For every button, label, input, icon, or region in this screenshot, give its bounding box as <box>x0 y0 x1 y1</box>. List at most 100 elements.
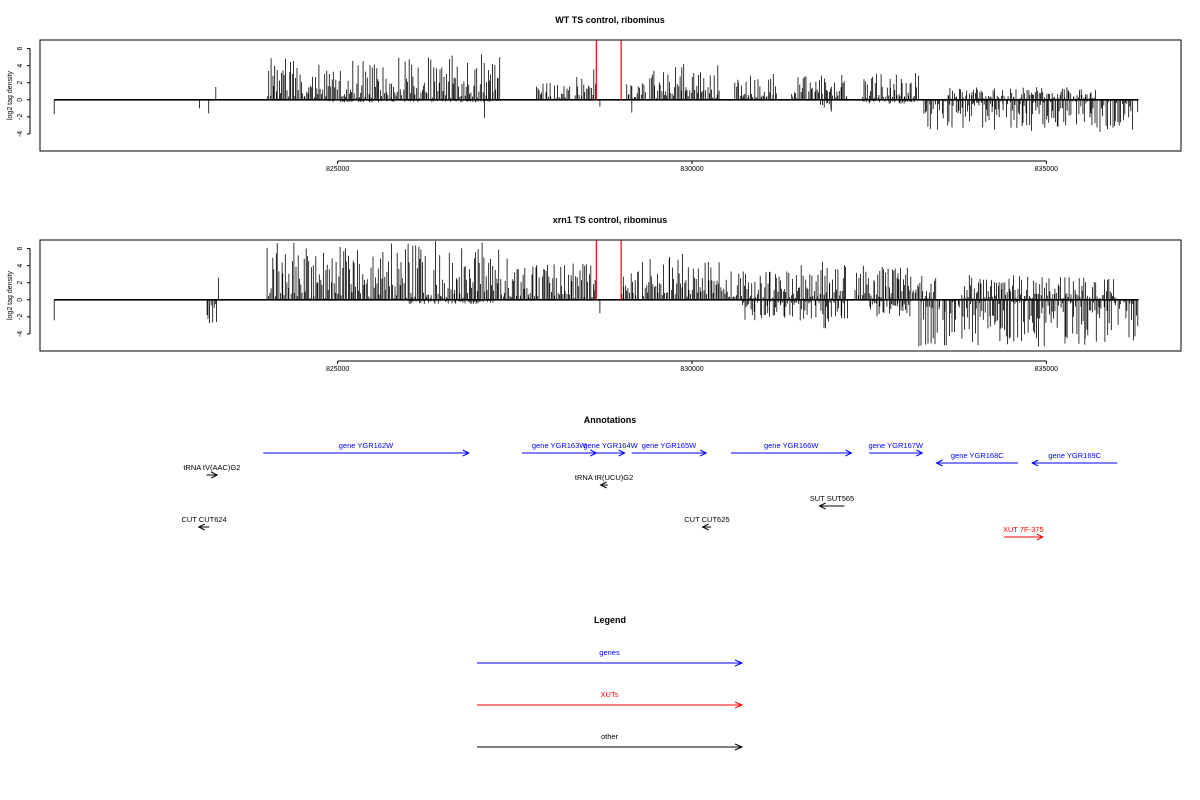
signal-segment <box>918 299 1139 347</box>
y-tick-label: 4 <box>17 64 24 68</box>
y-tick-label: 6 <box>17 246 24 250</box>
x-tick-label: 835000 <box>1035 166 1058 173</box>
signal-segment <box>862 99 919 104</box>
legend-item: XUTs <box>477 690 744 709</box>
annotation-feature: gene YGR166W <box>730 441 853 457</box>
annotation-feature: tRNA tV(AAC)G2 <box>183 463 240 479</box>
feature-label: gene YGR168C <box>951 451 1004 460</box>
feature-label: SUT SUT565 <box>810 494 854 503</box>
x-tick-label: 835000 <box>1035 366 1058 373</box>
signal-segment <box>798 261 848 300</box>
feature-label: gene YGR166W <box>764 441 819 450</box>
annotation-feature: SUT SUT565 <box>810 494 854 510</box>
plot-frame <box>39 239 1182 352</box>
legend-arrowhead <box>734 659 744 667</box>
feature-arrowhead <box>916 449 924 457</box>
signal-segment <box>922 99 1139 132</box>
signal-segment <box>869 299 911 317</box>
feature-label: tRNA tR(UCU)G2 <box>575 473 633 482</box>
y-tick-label: 2 <box>17 281 24 285</box>
signal-segment <box>649 64 720 100</box>
signal-segment <box>621 253 720 300</box>
annotation-feature: tRNA tR(UCU)G2 <box>575 473 633 489</box>
annotation-feature: XUT 7F-375 <box>1003 525 1044 541</box>
y-tick-label: -4 <box>17 331 24 337</box>
signal-segment <box>720 271 798 300</box>
panel-xrn1: xrn1 TS control, ribominus log2 tag dens… <box>7 215 1182 373</box>
y-tick-label: 0 <box>17 98 24 102</box>
signal-segment <box>574 69 596 100</box>
y-tick-label: 2 <box>17 81 24 85</box>
legend-items: genes XUTs other <box>477 648 744 751</box>
signal-segment <box>734 74 777 100</box>
feature-label: tRNA tV(AAC)G2 <box>183 463 240 472</box>
annotation-feature: gene YGR168C <box>935 451 1018 467</box>
annotations-title: Annotations <box>584 415 637 425</box>
feature-arrowhead <box>1036 533 1044 541</box>
annotation-feature: gene YGR169C <box>1031 451 1118 467</box>
feature-label: gene YGR162W <box>339 441 394 450</box>
signal-segment <box>625 83 646 100</box>
panel-wt: WT TS control, ribominus log2 tag densit… <box>7 15 1182 173</box>
panel-title: WT TS control, ribominus <box>555 15 665 25</box>
feature-arrowhead <box>818 502 826 510</box>
feature-label: gene YGR169C <box>1048 451 1101 460</box>
signal-segment <box>206 299 217 324</box>
x-tick-label: 825000 <box>326 166 349 173</box>
legend: Legend genes XUTs other <box>477 615 744 751</box>
y-axis: -4 -2 0 2 4 6 <box>17 246 31 337</box>
signal-segment <box>267 54 501 100</box>
y-tick-label: 4 <box>17 264 24 268</box>
y-tick-label: -2 <box>17 314 24 320</box>
signal-segment <box>947 87 1096 100</box>
panel-title: xrn1 TS control, ribominus <box>553 215 668 225</box>
annotation-feature: gene YGR162W <box>263 441 470 457</box>
y-axis: -4 -2 0 2 4 6 <box>17 46 31 137</box>
feature-label: CUT CUT625 <box>684 515 729 524</box>
signal-marks <box>53 240 1139 347</box>
feature-arrowhead <box>699 449 708 457</box>
y-axis-label: log2 tag density <box>7 270 14 320</box>
feature-label: CUT CUT624 <box>181 515 226 524</box>
legend-label: other <box>601 732 619 741</box>
signal-marks <box>53 40 1139 132</box>
feature-arrowhead <box>701 523 709 531</box>
signal-segment <box>266 241 508 300</box>
feature-arrowhead <box>845 449 853 457</box>
signal-segment <box>912 276 937 300</box>
legend-item: genes <box>477 648 744 667</box>
signal-segment <box>408 299 494 304</box>
y-tick-label: -4 <box>17 131 24 137</box>
feature-label: gene YGR164W <box>583 441 638 450</box>
signal-segment <box>862 73 919 100</box>
legend-title: Legend <box>594 615 626 625</box>
signal-segment <box>327 99 501 103</box>
annotation-feature: CUT CUT625 <box>684 515 730 531</box>
x-axis: 825000 830000 835000 <box>326 160 1058 173</box>
legend-arrowhead <box>734 743 744 751</box>
annotation-feature: CUT CUT624 <box>181 515 227 531</box>
y-tick-label: 6 <box>17 46 24 50</box>
annotations-track: Annotations gene YGR162W gene YGR163Wgene… <box>181 415 1118 541</box>
signal-segment <box>961 275 1118 300</box>
x-tick-label: 825000 <box>326 366 349 373</box>
signal-segment <box>742 299 820 321</box>
feature-arrowhead <box>210 471 219 479</box>
feature-label: XUT 7F-375 <box>1003 525 1044 534</box>
signal-segment <box>536 83 572 100</box>
x-axis: 825000 830000 835000 <box>326 360 1058 373</box>
feature-arrowhead <box>599 481 607 489</box>
signal-segment <box>507 263 596 300</box>
legend-item: other <box>477 732 744 751</box>
legend-label: XUTs <box>601 690 619 699</box>
feature-arrowhead <box>462 449 470 457</box>
legend-arrowhead <box>734 701 744 709</box>
feature-label: gene YGR165W <box>642 441 697 450</box>
signal-segment <box>820 299 848 329</box>
feature-label: gene YGR163W <box>532 441 587 450</box>
annotation-feature: gene YGR164W <box>583 441 639 457</box>
y-tick-label: -2 <box>17 114 24 120</box>
plot-frame <box>39 39 1182 152</box>
feature-arrowhead <box>197 523 205 531</box>
